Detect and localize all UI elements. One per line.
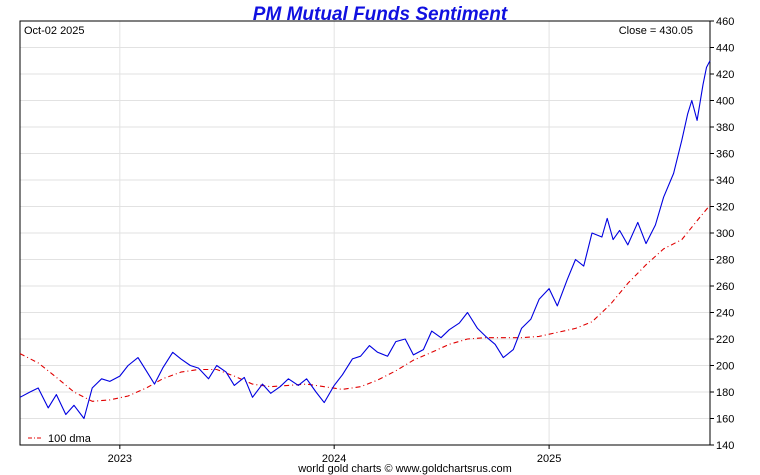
- y-tick-label: 340: [716, 175, 734, 187]
- y-tick-label: 160: [716, 414, 734, 426]
- x-axis: 2023 2024 2025: [108, 445, 561, 465]
- y-tick-label: 140: [716, 440, 734, 452]
- footer-credit: world gold charts © www.goldchartsrus.co…: [297, 463, 512, 475]
- x-tick-label: 2025: [537, 453, 561, 465]
- date-label: Oct-02 2025: [24, 25, 85, 37]
- legend-label-dma: 100 dma: [48, 433, 92, 445]
- y-tick-label: 180: [716, 387, 734, 399]
- grid-lines: [20, 21, 710, 445]
- series-layer: [19, 60, 711, 420]
- legend: 100 dma: [28, 433, 92, 445]
- price-line: [19, 60, 711, 420]
- y-axis: 140 160 180 200 220 240 260 280 300 320 340 360 380 4…: [710, 16, 734, 452]
- y-tick-label: 360: [716, 149, 734, 161]
- y-tick-label: 460: [716, 16, 734, 28]
- y-tick-label: 400: [716, 96, 734, 108]
- y-tick-label: 280: [716, 255, 734, 267]
- y-tick-label: 260: [716, 281, 734, 293]
- y-tick-label: 420: [716, 69, 734, 81]
- y-tick-label: 380: [716, 122, 734, 134]
- y-tick-label: 240: [716, 308, 734, 320]
- close-label: Close = 430.05: [619, 25, 693, 37]
- chart-title: PM Mutual Funds Sentiment: [253, 4, 508, 25]
- x-tick-label: 2023: [108, 453, 132, 465]
- y-tick-label: 320: [716, 202, 734, 214]
- y-tick-label: 440: [716, 43, 734, 55]
- y-tick-label: 220: [716, 334, 734, 346]
- dma-line: [19, 204, 711, 402]
- y-tick-label: 300: [716, 228, 734, 240]
- x-tick-label: 2024: [322, 453, 346, 465]
- y-tick-label: 200: [716, 361, 734, 373]
